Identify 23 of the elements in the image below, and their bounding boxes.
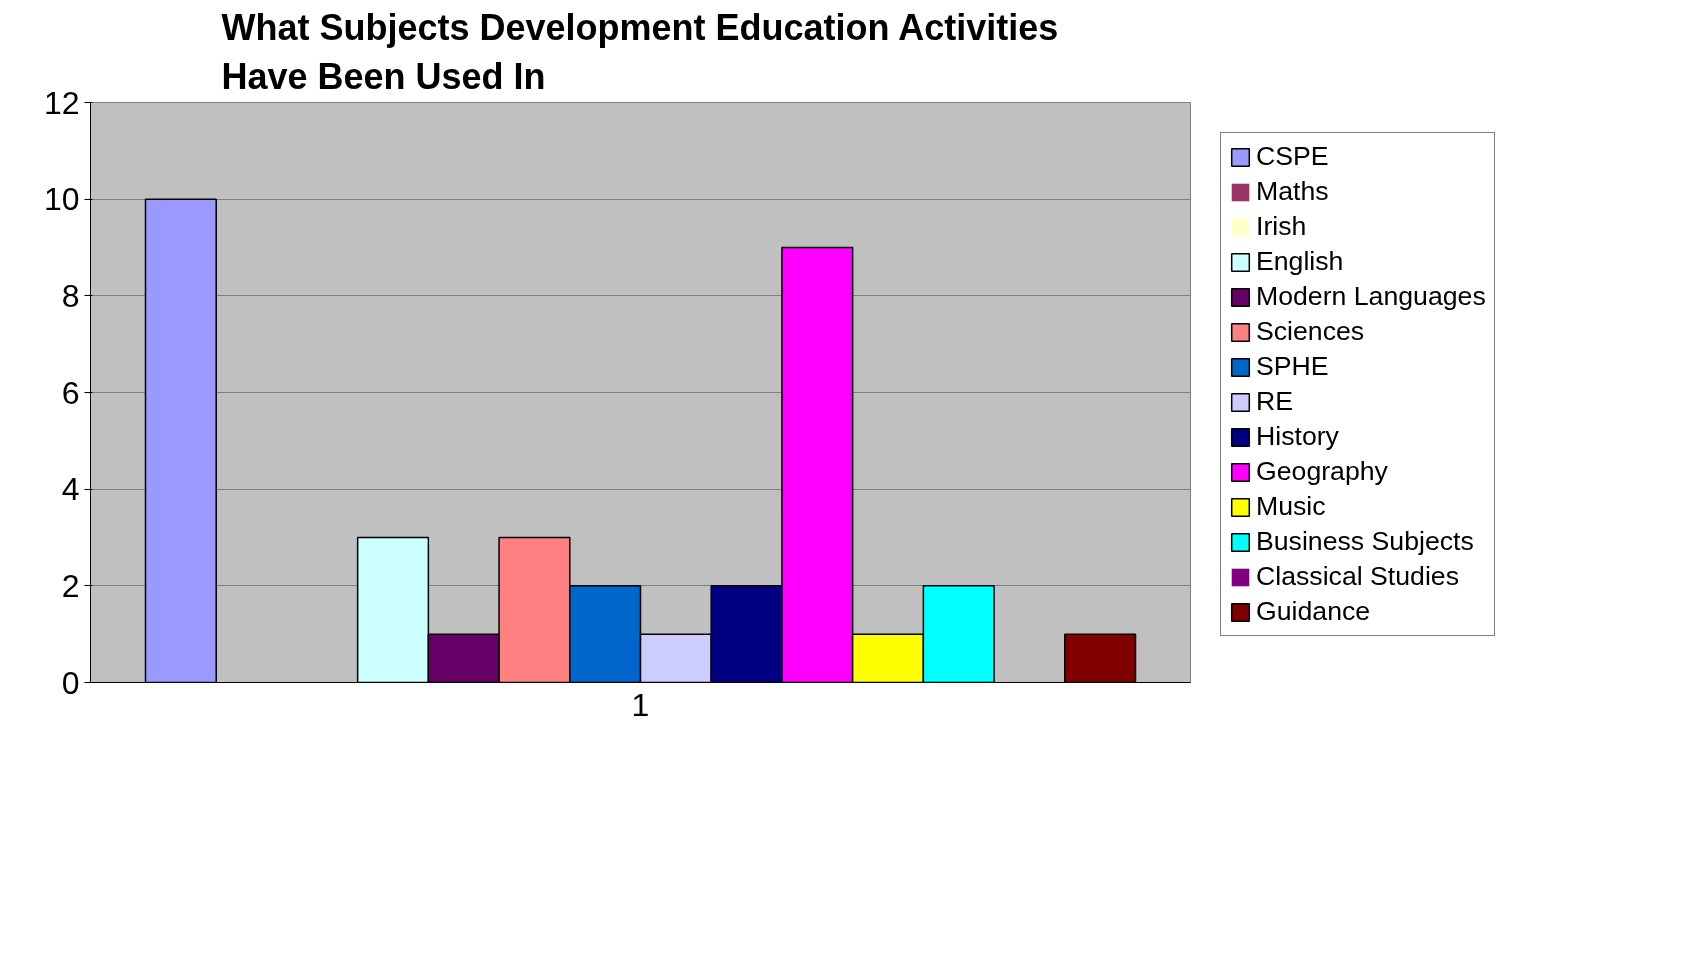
- y-tick-label: 8: [61, 277, 80, 314]
- x-tick-label: 1: [631, 686, 650, 723]
- legend-label: English: [1256, 246, 1344, 277]
- legend-label: CSPE: [1256, 141, 1329, 172]
- legend-label: Music: [1256, 491, 1326, 522]
- chart-title: What Subjects Development Education Activities Have Been Used In: [221, 7, 1059, 98]
- y-tick-label: 12: [43, 84, 80, 121]
- legend-label: History: [1256, 421, 1339, 452]
- legend-label: Guidance: [1256, 596, 1371, 627]
- legend-label: Classical Studies: [1256, 561, 1459, 592]
- legend-label: Irish: [1256, 211, 1307, 242]
- legend-label: Maths: [1256, 176, 1329, 207]
- y-tick-label: 0: [61, 664, 80, 701]
- legend-label: RE: [1256, 386, 1294, 417]
- y-tick-label: 10: [43, 181, 80, 218]
- legend-label: SPHE: [1256, 351, 1329, 382]
- legend-label: Geography: [1256, 456, 1388, 487]
- legend-label: Business Subjects: [1256, 526, 1474, 557]
- y-tick-label: 2: [61, 567, 80, 604]
- legend-label: Sciences: [1256, 316, 1365, 347]
- y-tick-label: 4: [61, 471, 80, 508]
- y-tick-label: 6: [61, 374, 80, 411]
- legend-label: Modern Languages: [1256, 281, 1486, 312]
